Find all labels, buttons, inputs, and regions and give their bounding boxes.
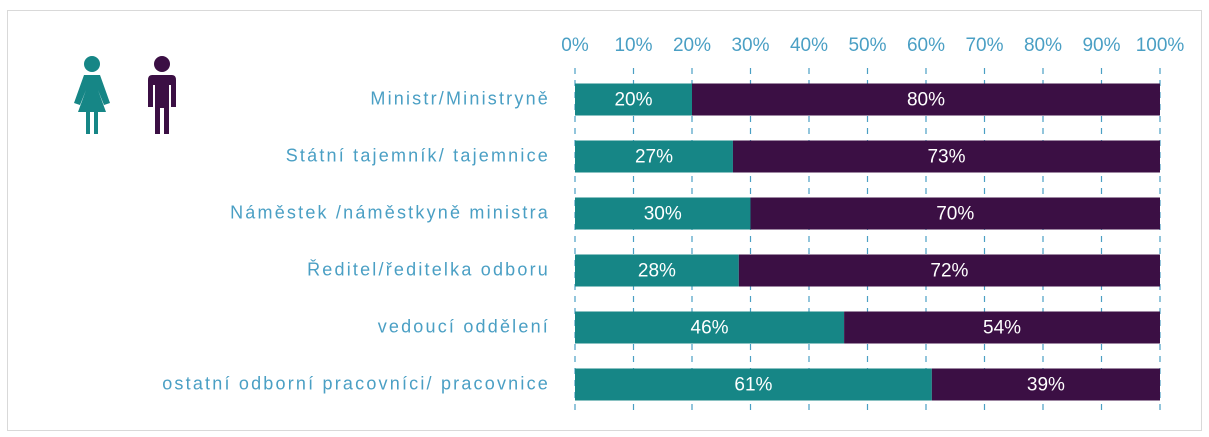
value-label: 46% bbox=[691, 318, 729, 339]
bar-segment bbox=[931, 368, 1160, 401]
category-label: ostatní odborní pracovníci/ pracovnice bbox=[162, 373, 550, 393]
value-label: 28% bbox=[638, 261, 676, 282]
value-label: 70% bbox=[936, 204, 974, 225]
bar-segment bbox=[575, 254, 739, 287]
x-tick-label: 30% bbox=[731, 35, 769, 56]
value-label: 72% bbox=[930, 261, 968, 282]
value-label: 54% bbox=[983, 318, 1021, 339]
bar-segment bbox=[575, 83, 692, 116]
bar-segment bbox=[575, 311, 845, 344]
x-tick-label: 90% bbox=[1082, 35, 1120, 56]
x-tick-label: 70% bbox=[965, 35, 1003, 56]
value-label: 30% bbox=[644, 204, 682, 225]
bar-segment bbox=[732, 140, 1160, 173]
category-label: Náměstek /náměstkyně ministra bbox=[230, 202, 550, 222]
bar-segment bbox=[575, 368, 932, 401]
value-label: 27% bbox=[635, 147, 673, 168]
value-label: 80% bbox=[907, 90, 945, 111]
category-label: Ředitel/ředitelka odboru bbox=[307, 259, 550, 279]
x-tick-label: 50% bbox=[848, 35, 886, 56]
value-label: 20% bbox=[614, 90, 652, 111]
category-label: Ministr/Ministryně bbox=[370, 88, 550, 108]
value-label: 73% bbox=[927, 147, 965, 168]
x-tick-label: 10% bbox=[614, 35, 652, 56]
woman-icon bbox=[74, 56, 110, 134]
bar-segment bbox=[844, 311, 1160, 344]
x-tick-label: 60% bbox=[907, 35, 945, 56]
value-label: 39% bbox=[1027, 375, 1065, 396]
category-label: vedoucí oddělení bbox=[378, 316, 550, 336]
x-tick-label: 0% bbox=[561, 35, 589, 56]
x-tick-label: 80% bbox=[1024, 35, 1062, 56]
bar-segment bbox=[738, 254, 1160, 287]
x-tick-label: 40% bbox=[790, 35, 828, 56]
man-icon bbox=[148, 56, 176, 134]
value-label: 61% bbox=[734, 375, 772, 396]
bar-segment bbox=[575, 197, 751, 230]
x-tick-label: 100% bbox=[1136, 35, 1185, 56]
bar-segment bbox=[575, 140, 733, 173]
x-tick-label: 20% bbox=[673, 35, 711, 56]
category-label: Státní tajemník/ tajemnice bbox=[286, 145, 550, 165]
bar-segment bbox=[750, 197, 1160, 230]
bar-segment bbox=[692, 83, 1160, 116]
